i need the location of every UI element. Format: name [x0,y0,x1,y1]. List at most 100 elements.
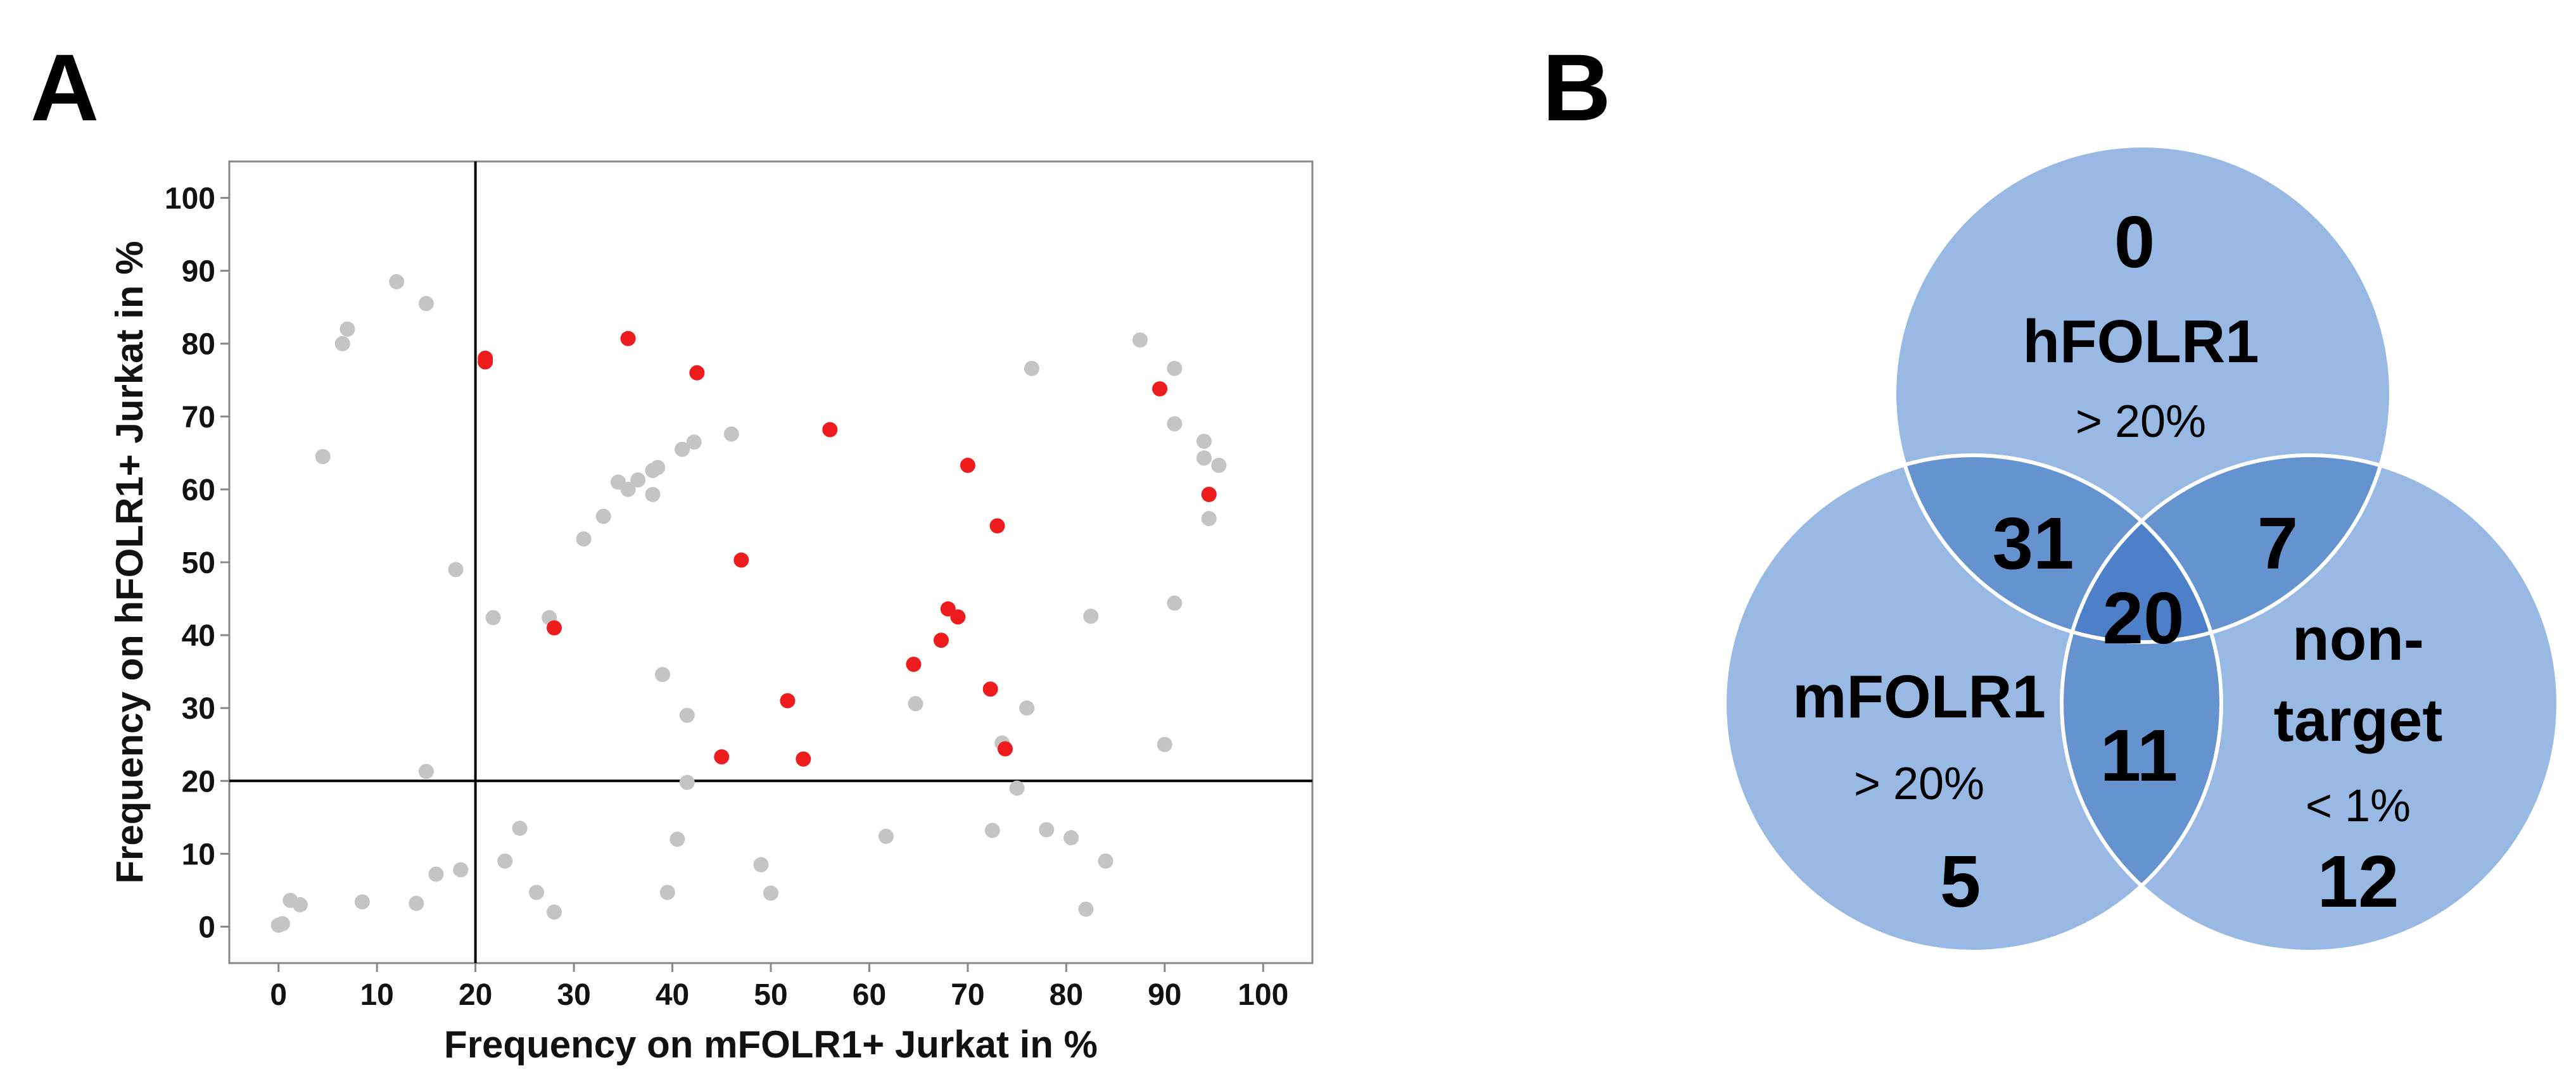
data-point [686,434,702,450]
highlighted-data-point [906,657,922,672]
data-point [1019,700,1035,716]
data-point [723,426,739,442]
data-point [1167,595,1183,611]
data-point [669,831,685,847]
data-point [659,885,675,900]
data-point [1201,510,1217,526]
venn-diagram: 0 hFOLR1 > 20% 31 7 20 11 mFOLR1 > 20% 5… [1723,144,2560,954]
y-tick-label: 10 [182,838,215,871]
data-point [1196,433,1212,449]
data-point [354,894,370,910]
venn-outline-hfolr1 [1893,144,2393,644]
data-point [650,460,666,476]
highlighted-data-point [822,422,838,438]
x-tick-label: 70 [951,978,984,1012]
data-point [1167,416,1183,432]
highlighted-data-point [960,457,975,473]
data-point [448,562,464,577]
y-tick-label: 50 [182,546,215,580]
y-tick-label: 0 [198,911,215,944]
data-point [512,821,528,836]
venn-label-hfolr1: hFOLR1 [2022,308,2259,375]
panel-a-letter: A [30,34,99,141]
y-tick-label: 100 [165,182,215,216]
venn-count-hfolr1-mfolr1: 31 [1992,502,2074,584]
venn-outline-nontarget [2060,453,2560,954]
data-point [1039,822,1055,838]
x-tick-label: 60 [853,978,886,1012]
y-tick-label: 40 [182,619,215,653]
data-point [630,472,646,488]
x-tick-label: 40 [656,978,689,1012]
y-tick-label: 90 [182,255,215,289]
x-tick-label: 90 [1148,978,1181,1012]
highlighted-data-point [689,365,705,381]
data-point [334,336,350,351]
y-tick-label: 20 [182,765,215,798]
venn-count-nontarget-only: 12 [2317,840,2399,923]
threshold-lines [229,161,1312,963]
data-point [1157,736,1172,752]
x-tick-label: 50 [754,978,787,1012]
data-point [485,610,501,626]
data-point [620,481,636,497]
data-point [576,531,592,547]
data-point [1009,780,1025,796]
data-point [1167,360,1183,376]
data-point [1132,332,1148,348]
highlighted-data-point [1152,381,1168,397]
venn-outline-mfolr1 [1723,453,2223,954]
data-point [878,828,894,844]
highlighted-data-point [547,620,562,636]
x-tick-label: 80 [1050,978,1083,1012]
venn-count-hfolr1-nontarget: 7 [2257,502,2299,584]
highlighted-data-point [714,749,730,765]
data-point [908,696,923,712]
y-tick-label: 60 [182,474,215,507]
highlighted-data-point [796,751,811,767]
x-axis-ticks: 0 10 20 30 40 50 60 70 80 90 100 [270,963,1288,1012]
data-point [418,296,434,312]
highlighted-data-point [982,681,998,697]
venn-label-nontarget-line1: non- [2292,605,2424,673]
highlighted-data-point [733,552,749,568]
data-point [1024,360,1039,376]
data-point [763,885,778,901]
highlighted-data-point [950,609,966,625]
data-point [1083,609,1099,624]
data-point [645,486,661,502]
data-point [595,508,611,524]
data-point [984,823,1000,838]
data-point [675,441,690,457]
highlighted-data-point [478,354,493,370]
data-point [547,904,562,920]
data-point [1211,457,1227,473]
highlighted-data-point [997,741,1013,757]
x-tick-label: 20 [459,978,492,1012]
scatter-points [270,274,1227,933]
y-tick-label: 30 [182,692,215,726]
venn-overlap-hfolr1-mfolr1 [1894,455,2221,642]
data-point [497,853,513,869]
data-point [409,895,424,911]
y-tick-label: 80 [182,328,215,362]
venn-label-mfolr1: mFOLR1 [1792,663,2046,731]
x-tick-label: 30 [557,978,590,1012]
highlighted-data-point [780,693,796,709]
x-axis-label: Frequency on mFOLR1+ Jurkat in % [444,1023,1098,1066]
highlighted-data-point [1201,486,1217,502]
venn-threshold-mfolr1: > 20% [1854,759,1984,809]
data-point [274,916,290,931]
scatter-plot: 0 10 20 30 40 50 60 70 80 90 100 0 10 20 30 40 50 60 70 80… [108,160,1314,1066]
data-point [679,707,695,723]
data-point [679,774,695,790]
data-point [453,862,469,878]
highlighted-data-point [989,518,1005,534]
x-tick-label: 100 [1238,978,1288,1012]
y-tick-label: 70 [182,401,215,434]
venn-label-nontarget-line2: target [2274,686,2443,754]
data-point [655,667,670,683]
data-point [389,274,405,289]
data-point [1196,450,1212,466]
data-point [428,866,444,882]
